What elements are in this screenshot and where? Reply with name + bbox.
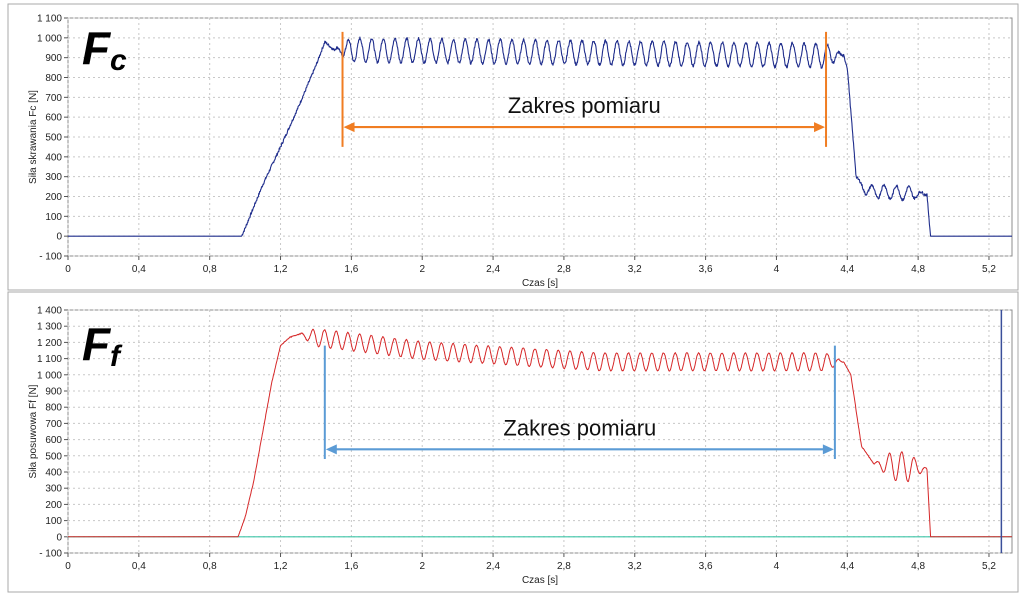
ff-x-tick-label: 1,2 — [274, 561, 288, 572]
fc-x-tick-label: 1,2 — [274, 264, 288, 275]
fc-x-tick-label: 0,4 — [132, 264, 146, 275]
fc-y-axis-title: Siła skrawania Fc [N] — [28, 90, 39, 184]
fc-y-tick-label: 1 000 — [37, 33, 62, 44]
ff-range-label: Zakres pomiaru — [503, 415, 656, 440]
ff-force-subscript: f — [110, 340, 123, 373]
fc-x-tick-label: 5,2 — [982, 264, 996, 275]
ff-x-tick-label: 1,6 — [344, 561, 358, 572]
ff-y-tick-label: 300 — [45, 484, 62, 495]
ff-x-tick-label: 3,2 — [628, 561, 642, 572]
fc-x-tick-label: 4 — [774, 264, 780, 275]
ff-y-tick-label: 700 — [45, 419, 62, 430]
ff-x-tick-label: 4,8 — [911, 561, 925, 572]
ff-y-tick-label: 1 000 — [37, 370, 62, 381]
fc-x-tick-label: 0,8 — [203, 264, 217, 275]
ff-x-tick-label: 2,8 — [557, 561, 571, 572]
ff-y-axis-title: Siła posuwowa Ff [N] — [28, 384, 39, 478]
fc-x-tick-label: 3,2 — [628, 264, 642, 275]
fc-y-tick-label: 500 — [45, 133, 62, 144]
fc-series-line — [67, 36, 1013, 237]
fc-force-symbol: F — [82, 22, 112, 74]
ff-y-tick-label: 1 300 — [37, 322, 62, 333]
fc-x-tick-label: 2,4 — [486, 264, 500, 275]
fc-range-label: Zakres pomiaru — [508, 93, 661, 118]
ff-y-tick-label: 800 — [45, 403, 62, 414]
ff-y-tick-label: 1 100 — [37, 354, 62, 365]
ff-y-tick-label: - 100 — [39, 549, 62, 560]
fc-x-axis-title: Czas [s] — [522, 278, 558, 289]
ff-range-arrow-left-head — [325, 444, 337, 455]
ff-x-tick-label: 4 — [774, 561, 780, 572]
fc-x-tick-label: 4,4 — [840, 264, 854, 275]
fc-x-tick-label: 4,8 — [911, 264, 925, 275]
ff-x-tick-label: 4,4 — [840, 561, 854, 572]
ff-y-tick-label: 1 200 — [37, 338, 62, 349]
fc-y-tick-label: 100 — [45, 212, 62, 223]
ff-y-tick-label: 900 — [45, 387, 62, 398]
fc-y-tick-label: - 100 — [39, 252, 62, 263]
ff-x-tick-label: 5,2 — [982, 561, 996, 572]
fc-x-tick-label: 2,8 — [557, 264, 571, 275]
ff-x-tick-label: 3,6 — [699, 561, 713, 572]
ff-x-axis-title: Czas [s] — [522, 575, 558, 586]
ff-y-tick-label: 600 — [45, 435, 62, 446]
ff-x-tick-label: 0,4 — [132, 561, 146, 572]
fc-force-subscript: c — [110, 44, 127, 77]
fc-y-tick-label: 0 — [56, 232, 62, 243]
ff-x-tick-label: 2,4 — [486, 561, 500, 572]
fc-y-tick-label: 800 — [45, 73, 62, 84]
fc-x-tick-label: 0 — [65, 264, 71, 275]
fc-range-arrow-right-head — [814, 122, 826, 133]
ff-range-arrow-right-head — [822, 444, 834, 455]
ff-y-tick-label: 200 — [45, 500, 62, 511]
ff-y-tick-label: 0 — [56, 532, 62, 543]
ff-y-tick-label: 1 400 — [37, 306, 62, 317]
fc-y-tick-label: 900 — [45, 53, 62, 64]
fc-y-tick-label: 200 — [45, 192, 62, 203]
fc-y-tick-label: 700 — [45, 93, 62, 104]
fc-x-tick-label: 1,6 — [344, 264, 358, 275]
ff-y-tick-label: 400 — [45, 468, 62, 479]
ff-x-tick-label: 0,8 — [203, 561, 217, 572]
ff-x-tick-label: 0 — [65, 561, 71, 572]
fc-y-tick-label: 400 — [45, 152, 62, 163]
ff-x-tick-label: 2 — [419, 561, 425, 572]
ff-plot-area — [67, 309, 1013, 554]
fc-y-tick-label: 600 — [45, 113, 62, 124]
ff-y-tick-label: 100 — [45, 516, 62, 527]
ff-force-symbol: F — [82, 318, 112, 370]
fc-x-tick-label: 3,6 — [699, 264, 713, 275]
ff-series-line — [67, 328, 1013, 538]
fc-x-tick-label: 2 — [419, 264, 425, 275]
ff-y-tick-label: 500 — [45, 451, 62, 462]
fc-y-tick-label: 300 — [45, 172, 62, 183]
fc-y-tick-label: 1 100 — [37, 14, 62, 25]
fc-range-arrow-left-head — [343, 122, 355, 133]
